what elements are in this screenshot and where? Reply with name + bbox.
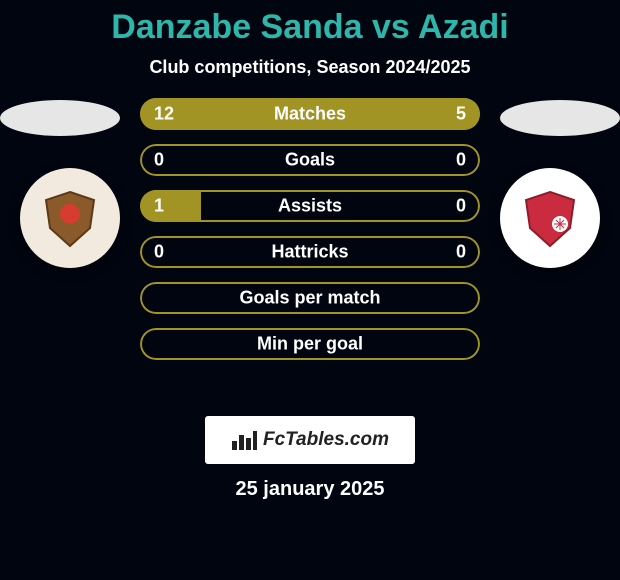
crest-right-inner — [511, 179, 589, 257]
stat-label: Goals — [140, 150, 480, 171]
stat-bar-row: Goals per match — [140, 282, 480, 314]
shadow-ellipse-right — [500, 100, 620, 136]
brand-bars-icon — [231, 429, 257, 451]
stat-label: Min per goal — [140, 334, 480, 355]
subtitle: Club competitions, Season 2024/2025 — [0, 57, 620, 78]
stat-bars: 125Matches 00Goals 10Assists 00Hattricks Goa… — [140, 98, 480, 374]
date-label: 25 january 2025 — [0, 478, 620, 501]
stat-label: Assists — [140, 196, 480, 217]
stat-bar-row: 10Assists — [140, 190, 480, 222]
comparison-arena: 125Matches00Goals10Assists00HattricksGoa… — [0, 108, 620, 388]
stat-label: Hattricks — [140, 242, 480, 263]
stat-label: Matches — [140, 104, 480, 125]
stat-bar-row: 125Matches — [140, 98, 480, 130]
crest-right-icon — [520, 188, 580, 248]
player-crest-left — [20, 168, 120, 268]
stat-bar-row: Min per goal — [140, 328, 480, 360]
player-crest-right — [500, 168, 600, 268]
brand-text: FcTables.com — [263, 429, 389, 451]
shadow-ellipse-left — [0, 100, 120, 136]
stat-bar-row: 00Goals — [140, 144, 480, 176]
stat-label: Goals per match — [140, 288, 480, 309]
crest-left-inner — [31, 179, 109, 257]
brand-badge: FcTables.com — [205, 416, 415, 464]
page-title: Danzabe Sanda vs Azadi — [0, 0, 620, 47]
comparison-infographic: Danzabe Sanda vs Azadi Club competitions… — [0, 0, 620, 580]
crest-left-icon — [40, 188, 100, 248]
stat-bar-row: 00Hattricks — [140, 236, 480, 268]
